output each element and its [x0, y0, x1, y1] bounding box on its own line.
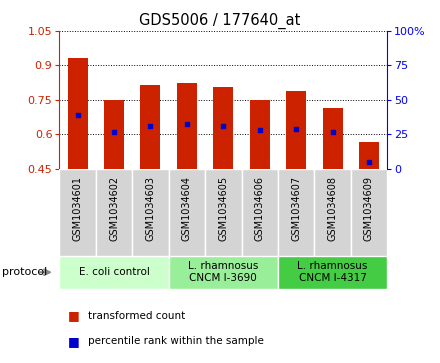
- Bar: [169, 169, 205, 256]
- Bar: [286, 91, 306, 169]
- Bar: [59, 169, 96, 256]
- Text: GSM1034604: GSM1034604: [182, 176, 192, 241]
- Bar: [96, 169, 132, 256]
- Point: [329, 129, 336, 135]
- Text: GSM1034606: GSM1034606: [255, 176, 265, 241]
- Point: [220, 123, 227, 129]
- Bar: [278, 256, 387, 289]
- Bar: [132, 169, 169, 256]
- Text: E. coli control: E. coli control: [79, 267, 150, 277]
- Bar: [205, 169, 242, 256]
- Bar: [177, 82, 197, 169]
- Bar: [351, 169, 387, 256]
- Text: GSM1034608: GSM1034608: [327, 176, 337, 241]
- Point: [110, 129, 117, 135]
- Text: percentile rank within the sample: percentile rank within the sample: [88, 336, 264, 346]
- Text: GSM1034602: GSM1034602: [109, 176, 119, 241]
- Text: GSM1034607: GSM1034607: [291, 176, 301, 241]
- Bar: [323, 108, 343, 169]
- Point: [74, 112, 81, 118]
- Text: GDS5006 / 177640_at: GDS5006 / 177640_at: [139, 13, 301, 29]
- Point: [256, 127, 263, 132]
- Bar: [213, 87, 233, 169]
- Text: GSM1034601: GSM1034601: [73, 176, 83, 241]
- Bar: [314, 169, 351, 256]
- Bar: [242, 169, 278, 256]
- Point: [293, 126, 300, 131]
- Text: GSM1034603: GSM1034603: [146, 176, 155, 241]
- Text: GSM1034609: GSM1034609: [364, 176, 374, 241]
- Bar: [68, 58, 88, 169]
- Bar: [140, 85, 161, 169]
- Text: GSM1034605: GSM1034605: [218, 176, 228, 241]
- Point: [183, 121, 191, 127]
- Text: protocol: protocol: [2, 267, 48, 277]
- Bar: [278, 169, 314, 256]
- Text: ■: ■: [68, 335, 80, 348]
- Text: L. rhamnosus
CNCM I-4317: L. rhamnosus CNCM I-4317: [297, 261, 368, 283]
- Point: [366, 159, 373, 165]
- Bar: [250, 100, 270, 169]
- Text: transformed count: transformed count: [88, 311, 185, 321]
- Text: ■: ■: [68, 309, 80, 322]
- Bar: [169, 256, 278, 289]
- Bar: [104, 100, 124, 169]
- Bar: [59, 256, 169, 289]
- Point: [147, 123, 154, 129]
- Text: L. rhamnosus
CNCM I-3690: L. rhamnosus CNCM I-3690: [188, 261, 258, 283]
- Bar: [359, 142, 379, 169]
